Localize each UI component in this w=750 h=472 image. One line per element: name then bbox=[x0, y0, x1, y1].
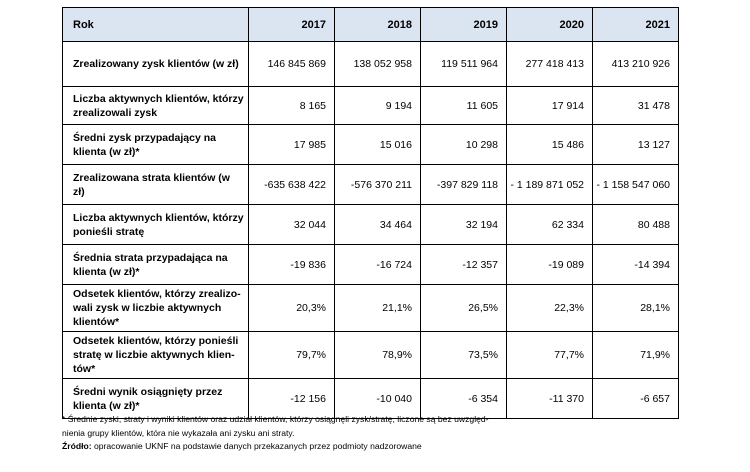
header-year-2021: 2021 bbox=[592, 7, 679, 42]
cell-value: -19 836 bbox=[248, 244, 335, 285]
cell-value: 15 486 bbox=[506, 124, 593, 165]
cell-value: 9 194 bbox=[334, 86, 421, 125]
cell-value: -576 370 211 bbox=[334, 164, 421, 205]
cell-value: 20,3% bbox=[248, 284, 335, 332]
source-text: opracowanie UKNF na podstawie danych prz… bbox=[91, 441, 422, 451]
row-label: Średni zysk przypadający na klienta (w z… bbox=[62, 124, 249, 165]
data-table: Rok 2017 2018 2019 2020 2021 Zrealizowan… bbox=[62, 7, 679, 419]
source-line: Źródło: opracowanie UKNF na podstawie da… bbox=[62, 440, 682, 454]
cell-value: 17 914 bbox=[506, 86, 593, 125]
cell-value: 32 044 bbox=[248, 204, 335, 245]
cell-value: 15 016 bbox=[334, 124, 421, 165]
data-table-container: Rok 2017 2018 2019 2020 2021 Zrealizowan… bbox=[62, 7, 679, 419]
row-label: Średnia strata przypadająca na klienta (… bbox=[62, 244, 249, 285]
cell-value: -6 657 bbox=[592, 378, 679, 419]
table-row: Średni wynik osiągnięty przez klienta (w… bbox=[62, 378, 679, 419]
header-year-2019: 2019 bbox=[420, 7, 507, 42]
cell-value: -14 394 bbox=[592, 244, 679, 285]
row-label: Liczba aktywnych klientów, którzy zreali… bbox=[62, 86, 249, 125]
table-footnote: * Średnie zyski, straty i wyniki klientó… bbox=[62, 413, 682, 454]
footnote-line-1: * Średnie zyski, straty i wyniki klientó… bbox=[62, 414, 489, 424]
cell-value: 62 334 bbox=[506, 204, 593, 245]
table-row: Średnia strata przypadająca na klienta (… bbox=[62, 244, 679, 285]
cell-value: 77,7% bbox=[506, 331, 593, 379]
cell-value: 11 605 bbox=[420, 86, 507, 125]
footnote-line-2: nienia grupy klientów, która nie wykazał… bbox=[62, 427, 295, 438]
table-row: Odsetek klientów, którzy zrealizo-wali z… bbox=[62, 284, 679, 332]
cell-value: 28,1% bbox=[592, 284, 679, 332]
cell-value: 119 511 964 bbox=[420, 41, 507, 87]
cell-value: 22,3% bbox=[506, 284, 593, 332]
cell-value: 26,5% bbox=[420, 284, 507, 332]
table-header-row: Rok 2017 2018 2019 2020 2021 bbox=[62, 7, 679, 42]
cell-value: 8 165 bbox=[248, 86, 335, 125]
row-label: Odsetek klientów, którzy ponieśli stratę… bbox=[62, 331, 249, 379]
cell-value: 21,1% bbox=[334, 284, 421, 332]
table-row: Odsetek klientów, którzy ponieśli stratę… bbox=[62, 331, 679, 379]
cell-value: 277 418 413 bbox=[506, 41, 593, 87]
header-year-2018: 2018 bbox=[334, 7, 421, 42]
cell-value: 32 194 bbox=[420, 204, 507, 245]
cell-value: 146 845 869 bbox=[248, 41, 335, 87]
table-row: Liczba aktywnych klientów, którzy ponieś… bbox=[62, 204, 679, 245]
cell-value: 78,9% bbox=[334, 331, 421, 379]
cell-value: 73,5% bbox=[420, 331, 507, 379]
row-label: Zrealizowana strata klientów (w zł) bbox=[62, 164, 249, 205]
cell-value: 13 127 bbox=[592, 124, 679, 165]
row-label: Średni wynik osiągnięty przez klienta (w… bbox=[62, 378, 249, 419]
cell-value: 138 052 958 bbox=[334, 41, 421, 87]
cell-value: 34 464 bbox=[334, 204, 421, 245]
row-label: Zrealizowany zysk klientów (w zł) bbox=[62, 41, 249, 87]
cell-value: -397 829 118 bbox=[420, 164, 507, 205]
row-label: Liczba aktywnych klientów, którzy ponieś… bbox=[62, 204, 249, 245]
cell-value: 413 210 926 bbox=[592, 41, 679, 87]
cell-value: -12 156 bbox=[248, 378, 335, 419]
cell-value: -635 638 422 bbox=[248, 164, 335, 205]
cell-value: - 1 189 871 052 bbox=[506, 164, 593, 205]
cell-value: - 1 158 547 060 bbox=[592, 164, 679, 205]
header-label-rok: Rok bbox=[62, 7, 249, 42]
cell-value: -10 040 bbox=[334, 378, 421, 419]
row-label: Odsetek klientów, którzy zrealizo-wali z… bbox=[62, 284, 249, 332]
table-row: Zrealizowany zysk klientów (w zł) 146 84… bbox=[62, 41, 679, 87]
cell-value: 79,7% bbox=[248, 331, 335, 379]
table-row: Średni zysk przypadający na klienta (w z… bbox=[62, 124, 679, 165]
cell-value: -16 724 bbox=[334, 244, 421, 285]
table-row: Liczba aktywnych klientów, którzy zreali… bbox=[62, 86, 679, 125]
cell-value: -12 357 bbox=[420, 244, 507, 285]
cell-value: -6 354 bbox=[420, 378, 507, 419]
table-row: Zrealizowana strata klientów (w zł) -635… bbox=[62, 164, 679, 205]
cell-value: -19 089 bbox=[506, 244, 593, 285]
source-label: Źródło: bbox=[62, 441, 92, 451]
cell-value: 17 985 bbox=[248, 124, 335, 165]
cell-value: 31 478 bbox=[592, 86, 679, 125]
header-year-2020: 2020 bbox=[506, 7, 593, 42]
cell-value: 10 298 bbox=[420, 124, 507, 165]
cell-value: 71,9% bbox=[592, 331, 679, 379]
cell-value: 80 488 bbox=[592, 204, 679, 245]
header-year-2017: 2017 bbox=[248, 7, 335, 42]
